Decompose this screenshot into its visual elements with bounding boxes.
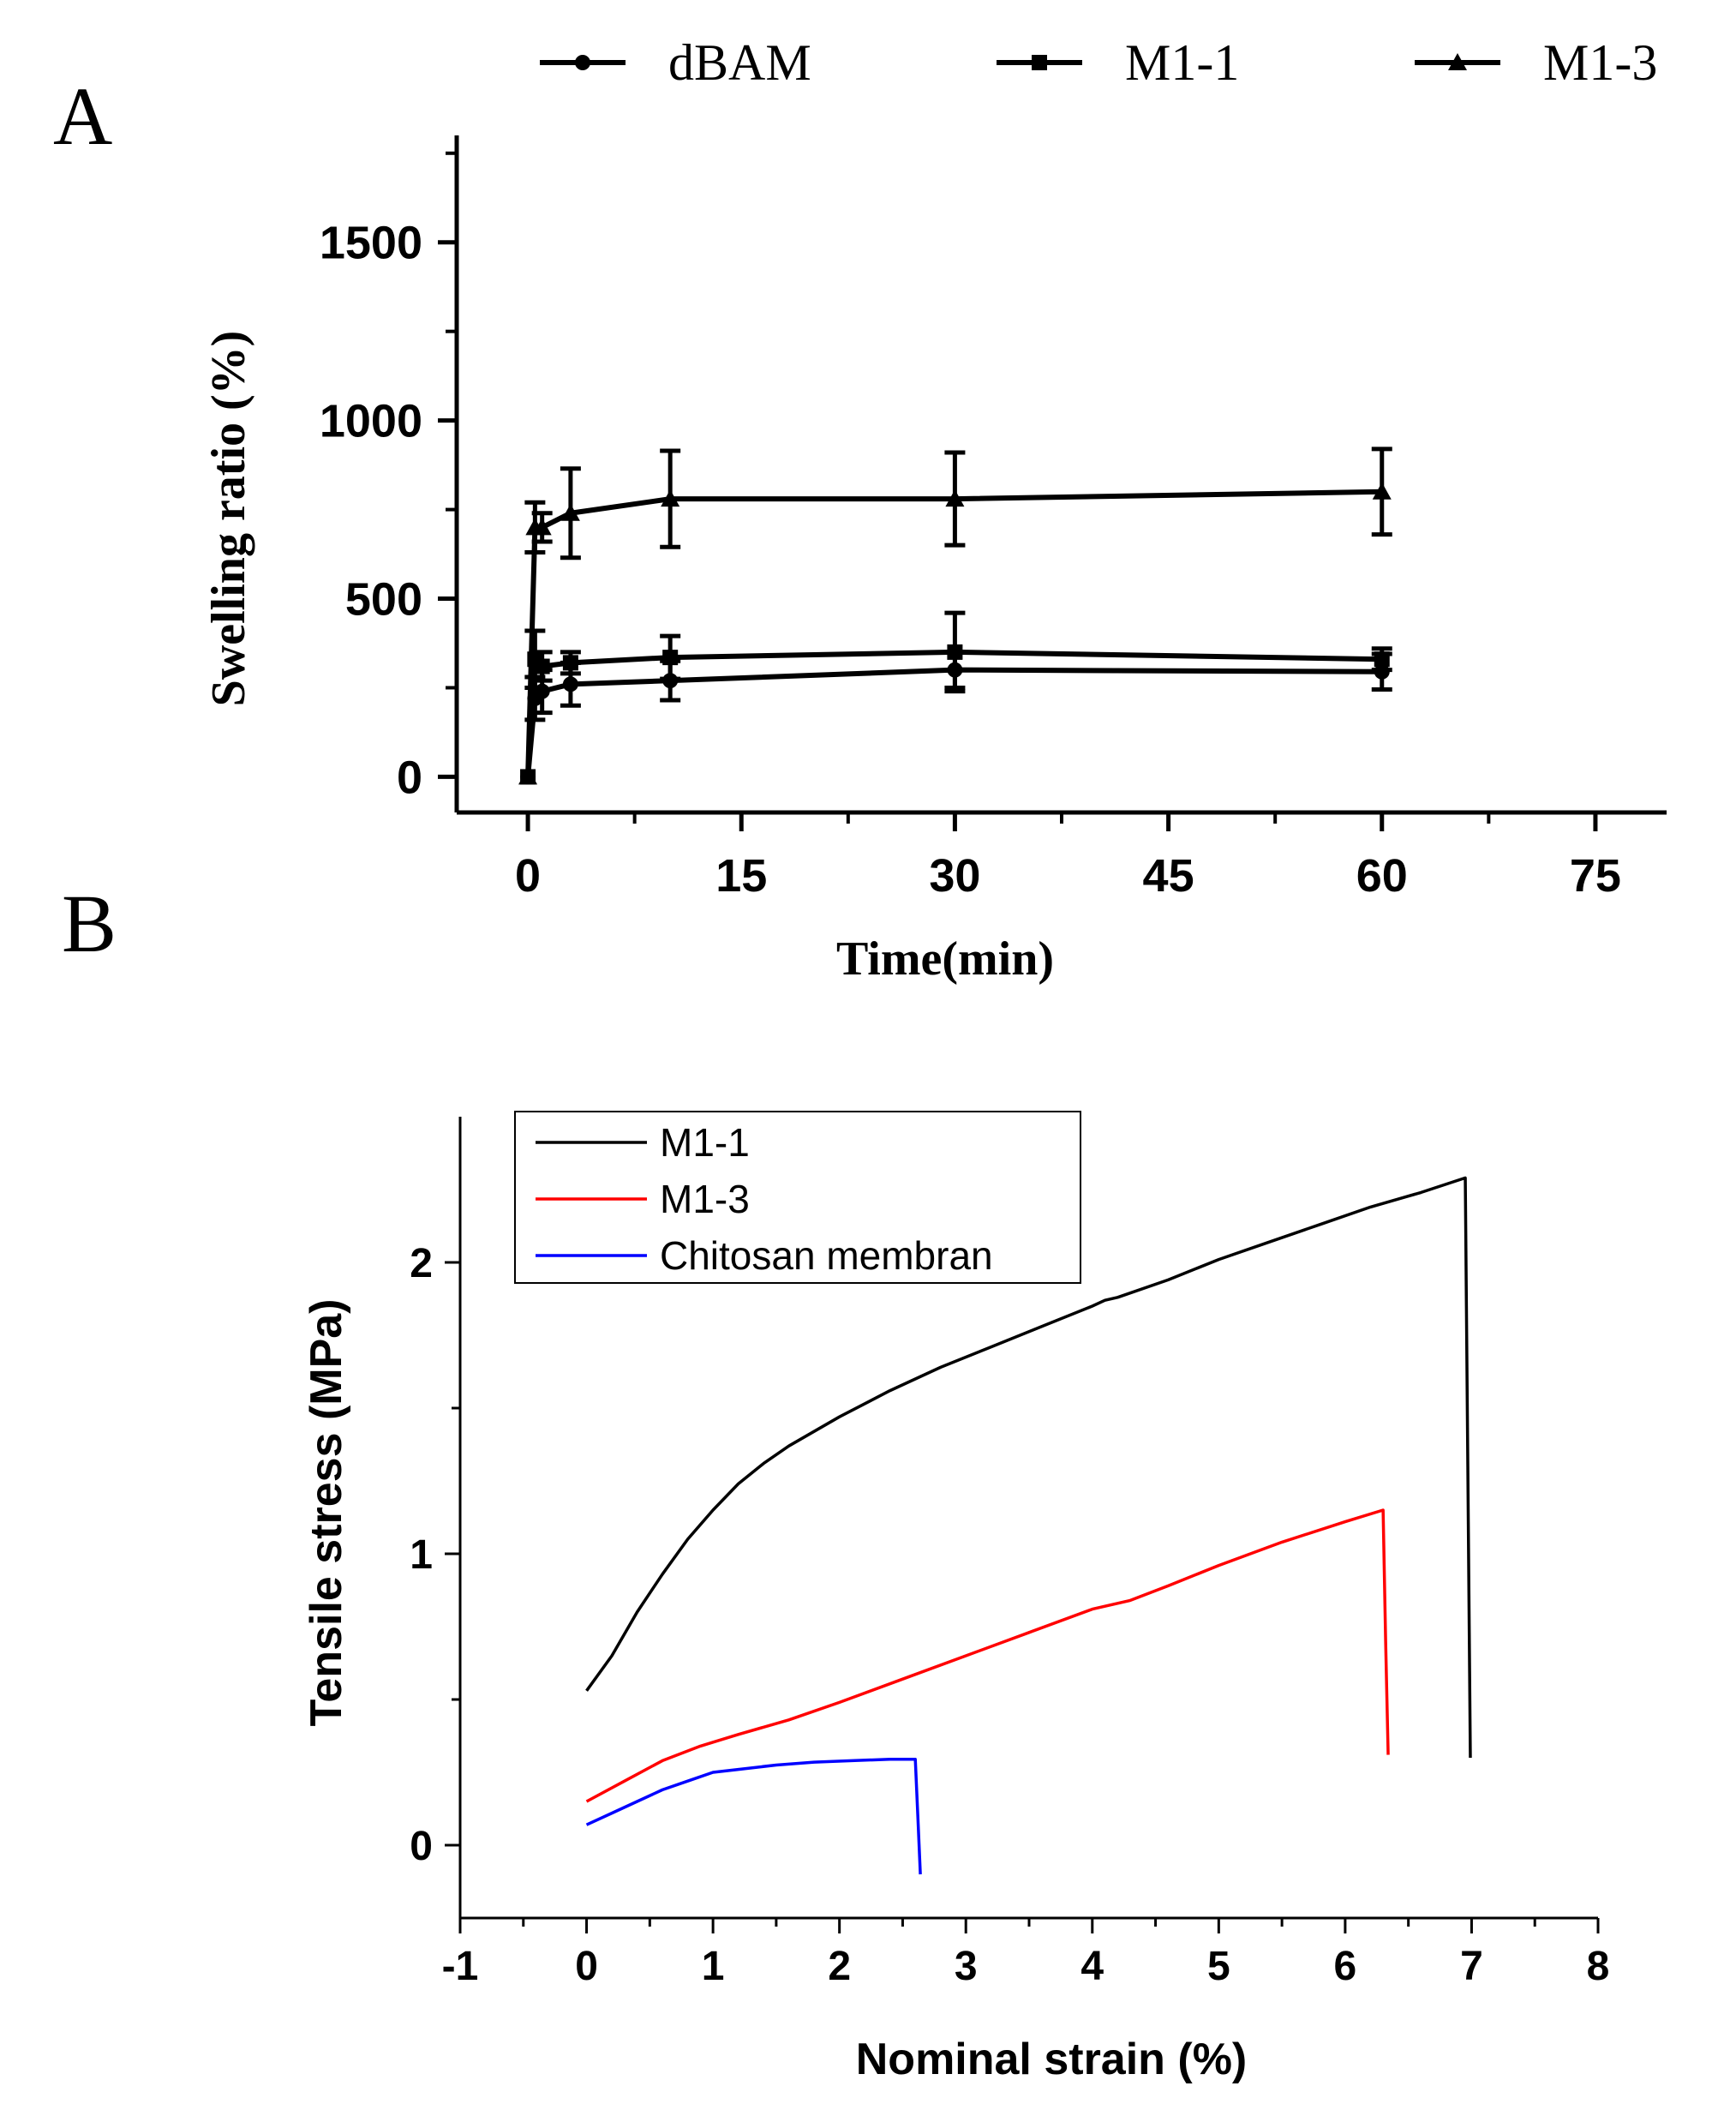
chart-a-legend-item-dbam: dBAM [540,34,811,91]
chart-b-x-tick-label: 7 [1460,1944,1483,1989]
chart-a-point-m1-1 [947,644,963,660]
chart-b-x-tick-label: -1 [442,1944,479,1989]
chart-b-x-tick-label: 8 [1587,1944,1610,1989]
chart-a-y-tick-label: 1000 [320,396,422,447]
chart-b-legend-item-chitosan-membran: Chitosan membran [536,1233,993,1278]
chart-b-y-tick-label: 1 [410,1532,433,1578]
chart-a-legend-item-m1-1: M1-1 [997,34,1239,91]
chart-b-x-tick-label: 4 [1081,1944,1104,1989]
chart-b-legend-item-m1-1: M1-1 [536,1120,750,1165]
chart-b-series [585,1176,1472,1875]
chart-a-legend-label-m1-3: M1-3 [1543,34,1657,91]
chart-a-legend: dBAM M1-1 M1-3 [540,34,1657,91]
chart-b-x-tick-label: 2 [828,1944,851,1989]
chart-a-y-axis-label: Swelling ratio (%) [202,331,255,707]
chart-b-y-tick-label: 0 [410,1824,433,1869]
chart-a-point-m1-3 [1372,482,1392,500]
chart-a-y-tick-label: 1500 [320,218,422,269]
chart-a-point-m1-3 [560,503,580,521]
chart-b-legend: M1-1 M1-3 Chitosan membran [514,1111,1081,1284]
chart-a-point-dbam [562,676,578,692]
chart-a-x-tick-label: 45 [1143,850,1194,902]
chart-a-point-m1-1 [534,658,550,674]
chart-a-x-tick-label: 0 [515,850,541,902]
chart-a-point-m1-1 [1374,651,1390,668]
chart-a-legend-item-m1-3: M1-3 [1415,34,1657,91]
panel-b-label: B [62,878,117,969]
chart-b-y-axis-label: Tensile stress (MPa) [302,1298,351,1726]
chart-b-line-m1-3 [585,1508,1390,1803]
chart-b-y-tick-label: 2 [410,1241,433,1286]
chart-a-axes: 0 15 30 45 60 75 0 500 1000 1500 [320,135,1667,902]
chart-b-axes: -1 0 1 2 3 4 5 6 7 8 0 1 2 [410,1117,1609,1989]
chart-b-line-chitosan-membran [585,1757,922,1875]
chart-a-point-m1-3 [532,518,552,536]
chart-b-legend-label-m1-3: M1-3 [660,1177,750,1221]
chart-a-x-tick-label: 30 [929,850,980,902]
chart-b-legend-item-m1-3: M1-3 [536,1177,750,1221]
chart-a-legend-label-dbam: dBAM [668,34,811,91]
chart-a-series-m1-3 [518,447,1392,785]
chart-b-x-tick-label: 0 [575,1944,598,1989]
chart-a-y-tick-label: 500 [345,574,422,626]
chart-b-legend-label-m1-1: M1-1 [660,1120,750,1165]
chart-b-x-tick-label: 1 [702,1944,725,1989]
chart-a-y-tick-label: 0 [397,752,422,803]
chart-b-x-axis-label: Nominal strain (%) [856,2035,1248,2084]
chart-a-x-tick-label: 15 [715,850,767,902]
chart-a-legend-marker-m1-3 [1448,53,1467,70]
chart-a-x-axis-label: Time(min) [836,932,1054,986]
panel-a-label: A [53,70,112,162]
chart-b-line-m1-1 [585,1176,1472,1759]
chart-a-legend-label-m1-1: M1-1 [1125,34,1239,91]
chart-b-x-tick-label: 5 [1207,1944,1230,1989]
chart-a-legend-marker-m1-1 [1032,55,1047,70]
chart-a-point-m1-1 [662,650,679,666]
chart-a-point-m1-3 [661,489,680,507]
chart-a-point-m1-3 [945,489,965,507]
chart-a-x-tick-label: 60 [1356,850,1408,902]
chart-a-point-m1-3 [518,767,538,785]
chart-b-legend-label-chitosan-membran: Chitosan membran [660,1233,993,1278]
chart-a-legend-marker-dbam [575,55,590,70]
chart-a-x-tick-label: 75 [1570,850,1621,902]
chart-a-series-m1-1 [520,610,1392,785]
chart-b-x-tick-label: 6 [1334,1944,1357,1989]
chart-b-x-tick-label: 3 [955,1944,978,1989]
chart-a: dBAM M1-1 M1-3 0 15 30 45 60 75 0 500 1000 1500 Tim… [202,34,1667,986]
chart-a-point-m1-1 [562,655,578,671]
chart-a-series [518,447,1392,785]
